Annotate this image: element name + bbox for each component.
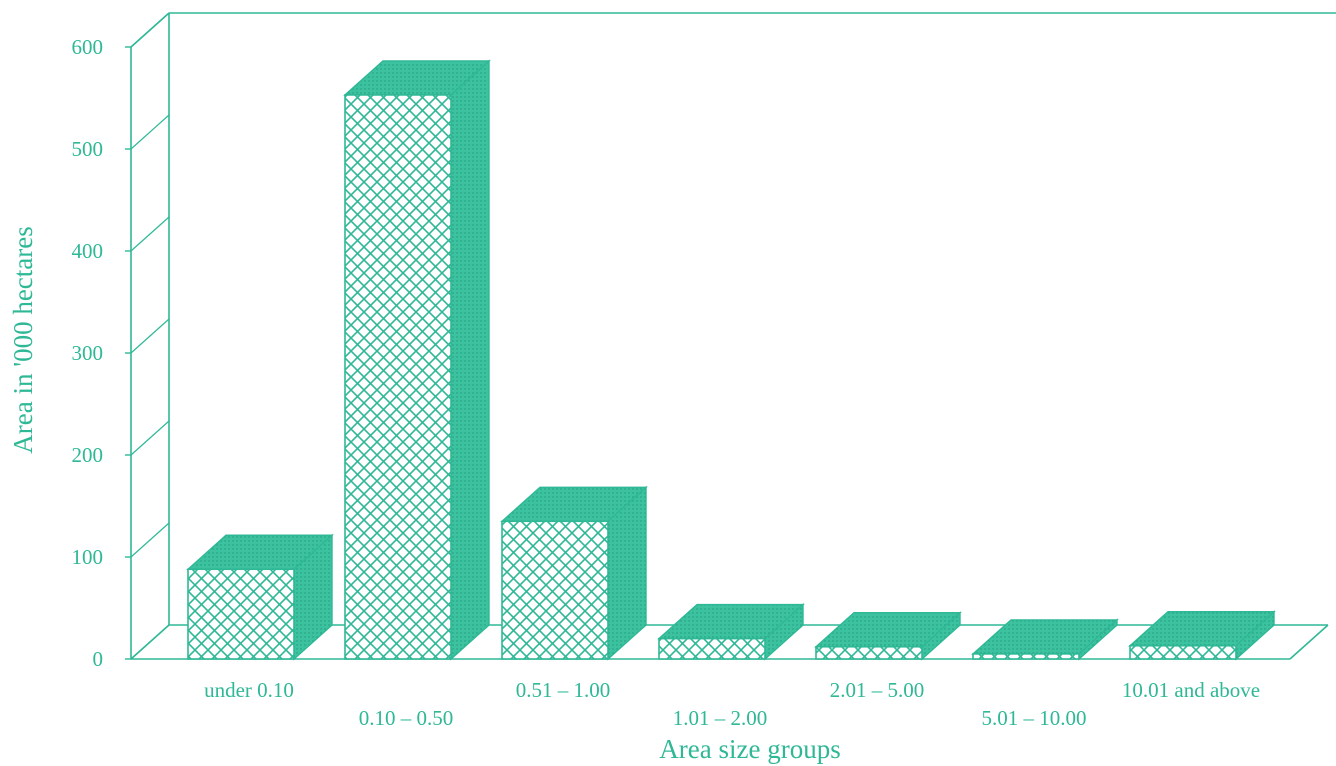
bar — [343, 59, 491, 661]
bar-front-face — [501, 520, 609, 660]
y-axis-title: Area in '000 hectares — [8, 226, 38, 454]
bar-front-face — [815, 645, 923, 660]
bar — [1128, 610, 1276, 661]
y-tick-label: 100 — [72, 545, 104, 569]
y-tick-label: 300 — [72, 341, 104, 365]
bar-front-face — [658, 637, 766, 660]
bar-front-face — [344, 94, 452, 660]
y-tick-depth-line — [130, 420, 170, 456]
bar — [814, 611, 962, 661]
x-tick-label: 10.01 and above — [1122, 678, 1260, 702]
x-tick-label: 5.01 – 10.00 — [982, 706, 1087, 730]
y-axis: 0 100 200 300 400 500 600 — [72, 12, 170, 671]
x-tick-label: 0.51 – 1.00 — [516, 678, 611, 702]
bars — [186, 59, 1276, 661]
y-tick-label: 0 — [93, 647, 104, 671]
y-tick-depth-line — [130, 114, 170, 150]
x-axis-labels: under 0.10 0.10 – 0.50 0.51 – 1.00 1.01 – 2… — [204, 678, 1260, 730]
x-axis-title: Area size groups — [659, 734, 840, 764]
floor-right-edge — [1289, 624, 1329, 660]
bar — [186, 533, 334, 661]
y-tick-depth-line — [130, 522, 170, 558]
y-tick-depth-line — [130, 318, 170, 354]
x-tick-label: 0.10 – 0.50 — [359, 706, 454, 730]
y-tick-depth-line — [130, 216, 170, 252]
y-tick-depth-line — [130, 12, 170, 48]
y-tick-label: 600 — [72, 35, 104, 59]
y-tick-label: 400 — [72, 239, 104, 263]
bar — [971, 618, 1119, 661]
bar-front-face — [187, 568, 295, 660]
bar-front-face — [972, 653, 1080, 660]
x-tick-label: 2.01 – 5.00 — [830, 678, 925, 702]
x-tick-label: under 0.10 — [204, 678, 294, 702]
bar — [500, 485, 648, 661]
bar-front-face — [1129, 644, 1237, 660]
y-tick-label: 200 — [72, 443, 104, 467]
bar — [657, 603, 805, 661]
bar-side-face — [450, 59, 490, 661]
y-tick-label: 500 — [72, 137, 104, 161]
y-tick-depth-line — [130, 624, 170, 660]
x-tick-label: 1.01 – 2.00 — [673, 706, 768, 730]
